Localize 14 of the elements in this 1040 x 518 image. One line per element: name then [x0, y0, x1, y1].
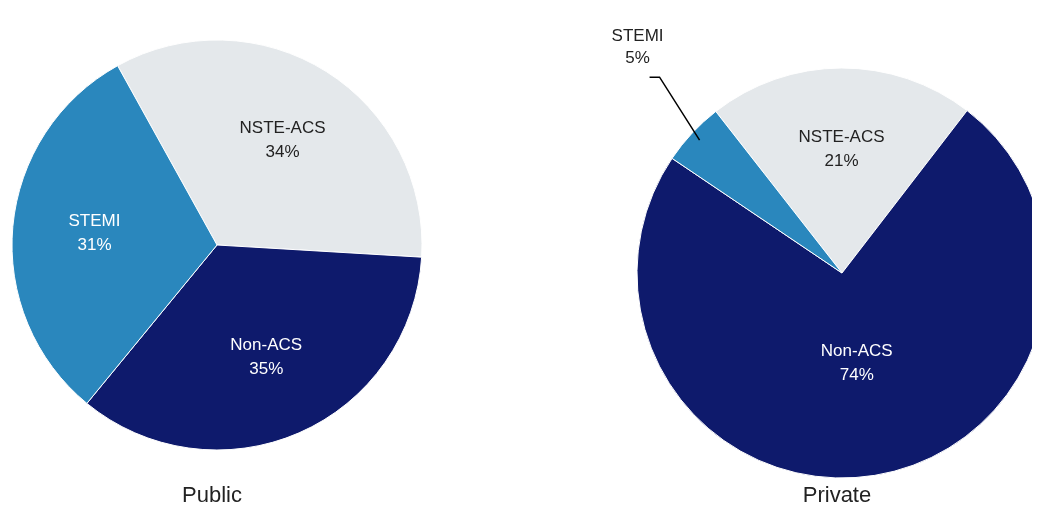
text: Public — [181, 482, 243, 508]
text: Private — [801, 482, 873, 508]
data-label: 74% — [839, 365, 874, 385]
data-label: 34% — [265, 141, 300, 161]
slice-label: NSTE-ACS — [798, 127, 885, 146]
slice-label: STEMI — [68, 210, 121, 230]
slice-label: Non-ACS — [820, 341, 893, 361]
slice-label: Non-ACS — [230, 334, 303, 354]
slice-label: NSTE-ACS — [239, 117, 326, 137]
data-label: 35% — [249, 358, 284, 378]
data-label: 21% — [824, 151, 859, 170]
data-label: 31% — [77, 234, 112, 254]
slice-label: STEMI — [611, 26, 664, 46]
data-label: 5% — [625, 48, 650, 68]
